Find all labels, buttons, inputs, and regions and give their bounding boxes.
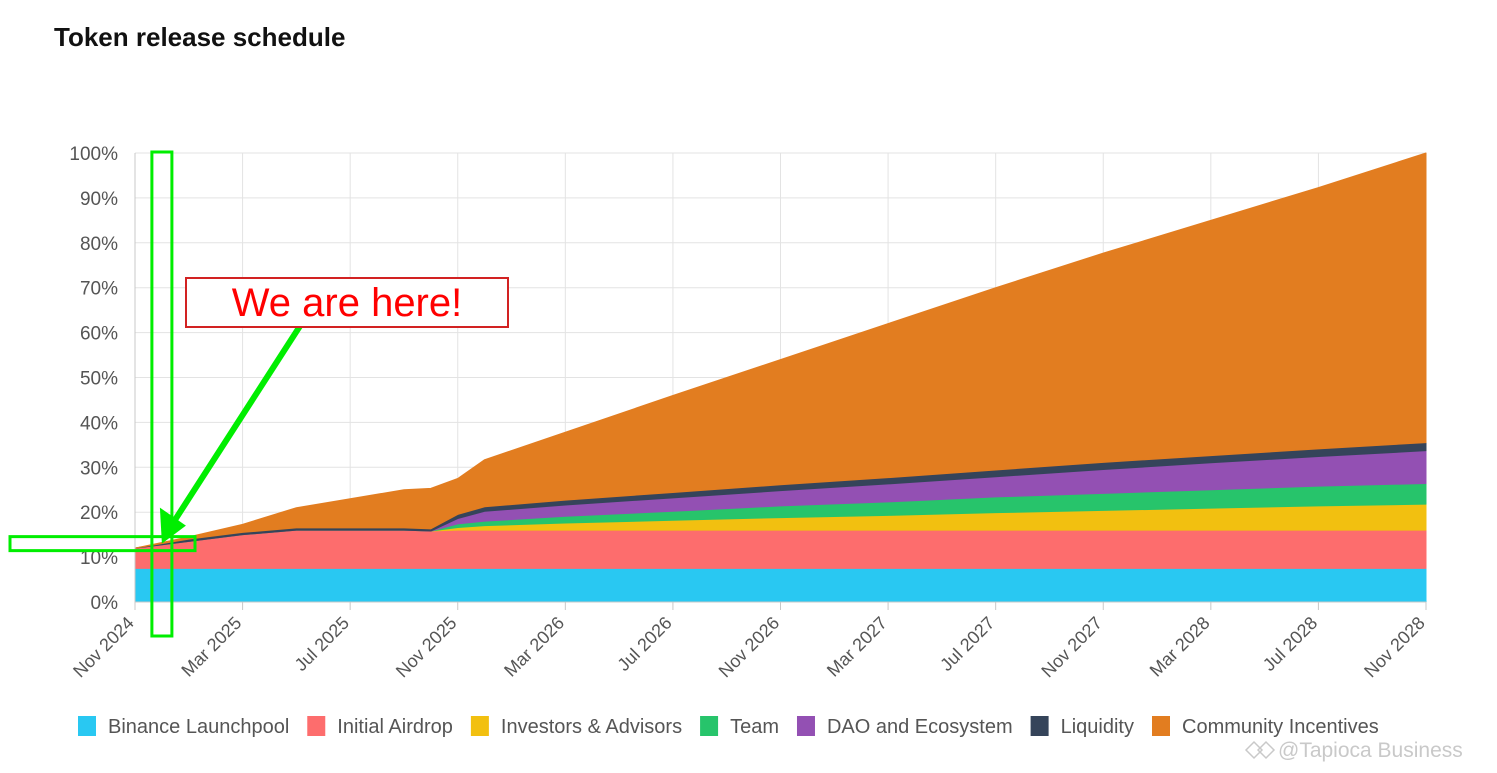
callout-text: We are here! — [232, 281, 463, 325]
legend-label-liquidity: Liquidity — [1061, 716, 1134, 738]
x-tick-label: Mar 2026 — [500, 613, 568, 681]
legend-swatch-investors-advisors — [470, 716, 489, 736]
y-tick-label: 10% — [80, 548, 118, 569]
binance-square-icon — [1244, 740, 1276, 760]
legend-label-binance-launchpool: Binance Launchpool — [108, 716, 289, 738]
highlight-horizontal-box — [8, 535, 197, 553]
arrow-head — [159, 507, 186, 544]
legend-label-team: Team — [730, 716, 779, 738]
legend-label-dao-and-ecosystem: DAO and Ecosystem — [827, 716, 1013, 738]
y-tick-label: 40% — [80, 413, 118, 434]
legend-label-community-incentives: Community Incentives — [1182, 716, 1379, 738]
y-tick-label: 20% — [80, 503, 118, 524]
legend-swatch-binance-launchpool — [78, 716, 96, 736]
watermark-text: @Tapioca Business — [1278, 739, 1463, 762]
legend-swatch-liquidity — [1030, 716, 1049, 736]
area-binance-launchpool — [134, 567, 1427, 603]
legend-label-initial-airdrop: Initial Airdrop — [337, 716, 453, 738]
x-tick-label: Mar 2025 — [177, 613, 245, 681]
x-tick-label: Nov 2024 — [69, 613, 138, 682]
y-tick-label: 0% — [91, 593, 119, 614]
y-tick-label: 50% — [80, 369, 118, 390]
y-tick-label: 70% — [80, 279, 118, 300]
legend-swatch-team — [700, 716, 719, 736]
x-tick-label: Nov 2025 — [392, 613, 461, 682]
area-community-incentives — [134, 152, 1427, 549]
page-title: Token release schedule — [54, 22, 346, 52]
area-initial-airdrop — [134, 529, 1427, 569]
x-tick-label: Nov 2026 — [715, 613, 784, 682]
x-tick-label: Nov 2027 — [1037, 613, 1106, 682]
y-tick-label: 60% — [80, 324, 118, 345]
chart-areas — [134, 152, 1427, 603]
x-tick-label: Mar 2028 — [1146, 613, 1214, 681]
x-tick-label: Mar 2027 — [823, 613, 891, 681]
y-tick-label: 80% — [80, 234, 118, 255]
y-axis-ticks: 0% 10% 20% 30% 40% 50% 60% 70% 80% 90% 100% — [69, 144, 118, 614]
highlight-vertical-box — [150, 150, 174, 638]
x-tick-label: Jul 2025 — [291, 613, 353, 675]
x-tick-label: Jul 2028 — [1259, 613, 1321, 675]
x-tick-label: Nov 2028 — [1360, 613, 1429, 682]
x-tick-label: Jul 2026 — [613, 613, 675, 675]
chart-legend: Binance Launchpool Initial Airdrop Investo… — [78, 716, 1379, 738]
y-tick-label: 90% — [80, 189, 118, 210]
callout-box — [185, 277, 509, 328]
watermark: @Tapioca Business — [1244, 739, 1463, 762]
y-tick-label: 100% — [69, 144, 118, 165]
legend-swatch-dao-and-ecosystem — [796, 716, 815, 736]
legend-swatch-initial-airdrop — [307, 716, 326, 736]
chart-axes — [134, 153, 1427, 610]
x-tick-label: Jul 2027 — [936, 613, 998, 675]
legend-label-investors-advisors: Investors & Advisors — [501, 716, 682, 738]
annotation: We are here! — [8, 150, 509, 638]
x-axis-ticks: Nov 2024 Mar 2025 Jul 2025 Nov 2025 Mar 2026… — [69, 613, 1429, 682]
y-tick-label: 30% — [80, 458, 118, 479]
arrow-shaft — [170, 323, 303, 525]
legend-swatch-community-incentives — [1152, 716, 1170, 736]
